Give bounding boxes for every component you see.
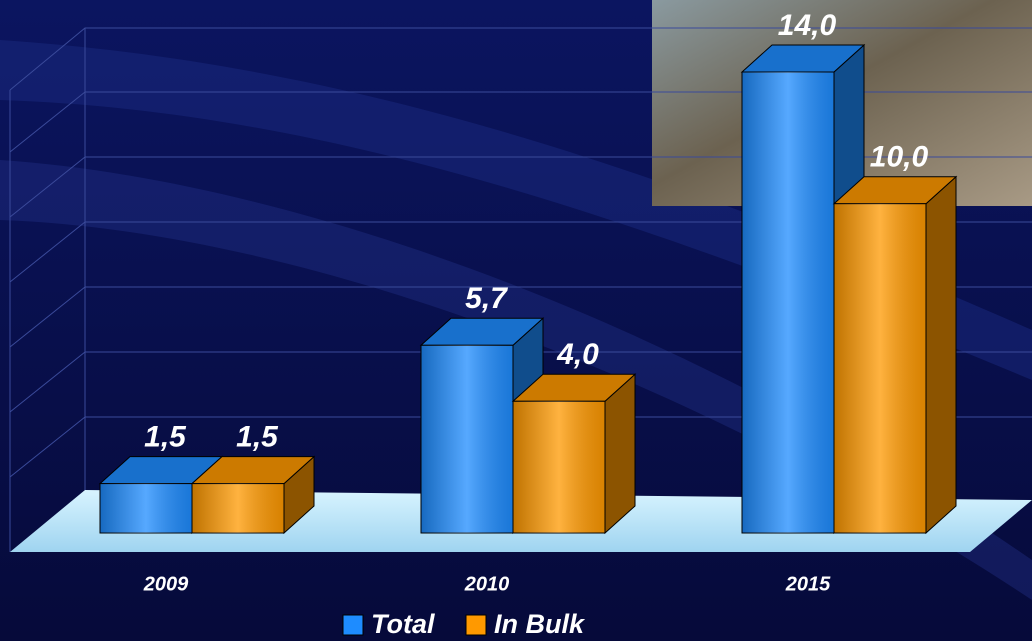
- bar-shine: [100, 483, 192, 533]
- bar-shine: [513, 401, 605, 533]
- bar-side-shade: [605, 374, 635, 533]
- value-label: 14,0: [778, 9, 837, 42]
- legend-label: Total: [371, 609, 435, 639]
- bar-shine: [421, 345, 513, 533]
- bar-top-shade: [421, 318, 543, 346]
- bar-shine: [192, 483, 284, 533]
- legend-swatch: [465, 614, 487, 636]
- value-label: 4,0: [556, 338, 599, 371]
- swoosh: [0, 160, 1032, 600]
- legend-label: In Bulk: [494, 609, 586, 639]
- value-label: 1,5: [144, 421, 187, 454]
- bar-top-shade: [192, 456, 314, 484]
- x-tick-label: 2010: [464, 573, 510, 595]
- x-tick-label: 2009: [143, 573, 189, 595]
- value-label: 1,5: [236, 421, 279, 454]
- value-label: 5,7: [465, 282, 508, 315]
- bar-side-shade: [926, 176, 956, 533]
- bar-shine: [834, 203, 926, 533]
- bar-top-shade: [513, 374, 635, 402]
- swoosh: [0, 40, 1032, 380]
- value-label: 10,0: [870, 141, 929, 174]
- bar-side-shade: [284, 456, 314, 533]
- legend-swatch: [342, 614, 364, 636]
- bar-top-shade: [100, 456, 222, 484]
- bar-shine: [742, 72, 834, 533]
- x-tick-label: 2015: [785, 573, 831, 595]
- bar-top-shade: [834, 176, 956, 204]
- bar-top-shade: [742, 45, 864, 72]
